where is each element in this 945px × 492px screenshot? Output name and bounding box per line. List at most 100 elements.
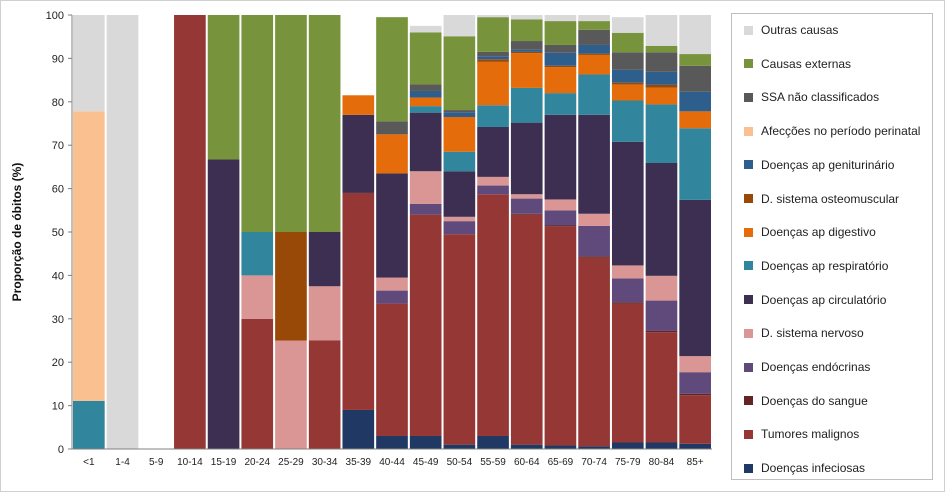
- y-tick-label: 40: [52, 270, 64, 282]
- bar-segment-16-9: [611, 69, 644, 83]
- bar-segment-17-1: [645, 332, 678, 443]
- x-tick-label: 75-79: [615, 457, 641, 468]
- bar-segment-12-5: [477, 126, 509, 177]
- bar-segment-16-0: [611, 442, 644, 449]
- bar-segment-9-7: [376, 134, 408, 174]
- x-tick-label: 15-19: [211, 457, 237, 468]
- legend-label: Doenças ap respiratório: [761, 258, 889, 273]
- bar-segment-5-1: [241, 318, 274, 449]
- bar-segment-18-12: [679, 54, 711, 66]
- bar-segment-17-4: [645, 275, 678, 301]
- bar-segment-16-1: [611, 303, 644, 443]
- bar-segment-16-12: [611, 32, 644, 53]
- legend-item: Doenças ap circulatório: [732, 289, 886, 311]
- x-tick-label: 25-29: [278, 457, 304, 468]
- bar-segment-11-9: [443, 112, 476, 117]
- bar-segment-5-12: [241, 15, 274, 232]
- x-tick-label: <1: [83, 457, 95, 468]
- bar-segment-9-5: [376, 173, 408, 278]
- bar-segment-10-7: [409, 97, 442, 107]
- legend-swatch: [744, 227, 753, 237]
- bar-segment-11-3: [443, 221, 476, 235]
- bar-segment-15-4: [578, 213, 610, 226]
- x-tick-label: 55-59: [480, 457, 506, 468]
- legend-label: D. sistema osteomuscular: [761, 191, 900, 206]
- bar-segment-15-12: [578, 21, 610, 30]
- bar-segment-16-7: [611, 84, 644, 101]
- bar-segment-8-0: [342, 409, 375, 449]
- bar-segment-18-4: [679, 356, 711, 373]
- bar-segment-3-1: [174, 15, 206, 449]
- bar-segment-12-13: [477, 15, 509, 18]
- legend-swatch: [744, 261, 753, 271]
- bar-segment-11-10: [443, 110, 476, 113]
- bar-segment-15-9: [578, 44, 610, 54]
- y-tick-label: 50: [52, 227, 64, 239]
- bar-segment-15-13: [578, 15, 610, 22]
- bar-segment-17-13: [645, 15, 678, 46]
- bar-segment-16-8: [611, 82, 644, 85]
- legend-swatch: [744, 92, 753, 102]
- bar-segment-10-13: [409, 25, 442, 33]
- bar-segment-15-3: [578, 225, 610, 257]
- legend-item: SSA não classificados: [732, 86, 879, 108]
- bar-segment-11-1: [443, 234, 476, 445]
- legend: Outras causas Causas externas SSA não clas…: [731, 13, 933, 480]
- bar-segment-0-6: [73, 400, 105, 449]
- y-tick-label: 10: [52, 401, 64, 413]
- y-tick-label: 80: [52, 97, 64, 109]
- bar-segment-16-13: [611, 17, 644, 33]
- bar-segment-17-7: [645, 87, 678, 105]
- legend-swatch: [744, 362, 753, 372]
- bar-segment-14-3: [544, 210, 577, 226]
- x-tick-label: 30-34: [312, 457, 338, 468]
- legend-item: Afecções no período perinatal: [732, 120, 920, 142]
- bar-segment-15-8: [578, 53, 610, 55]
- legend-swatch: [744, 463, 753, 473]
- bars-group: [73, 15, 711, 449]
- bar-segment-6-4: [275, 340, 307, 449]
- bar-segment-9-0: [376, 435, 408, 449]
- bar-segment-18-3: [679, 372, 711, 394]
- bar-segment-13-1: [510, 214, 543, 445]
- y-tick-label: 100: [46, 10, 64, 22]
- legend-label: Afecções no período perinatal: [761, 124, 921, 139]
- x-tick-label: 10-14: [177, 457, 203, 468]
- legend-item: Doenças ap respiratório: [732, 255, 888, 277]
- bar-segment-1-13: [106, 15, 139, 449]
- bar-segment-7-5: [308, 232, 341, 287]
- legend-label: Doenças infeciosas: [761, 461, 866, 476]
- x-tick-label: 50-54: [447, 457, 473, 468]
- legend-swatch: [744, 429, 753, 439]
- x-tick-label: 20-24: [244, 457, 270, 468]
- bar-segment-6-12: [275, 15, 307, 232]
- bar-segment-15-7: [578, 54, 610, 75]
- bar-segment-10-10: [409, 84, 442, 91]
- bar-segment-14-10: [544, 44, 577, 53]
- bar-segment-9-10: [376, 121, 408, 135]
- bar-segment-14-12: [544, 21, 577, 45]
- bar-segment-4-12: [207, 15, 240, 160]
- legend-swatch: [744, 126, 753, 136]
- x-tick-label: 35-39: [346, 457, 372, 468]
- legend-label: Doenças ap digestivo: [761, 225, 876, 240]
- bar-segment-18-13: [679, 15, 711, 55]
- bar-segment-7-1: [308, 340, 341, 449]
- y-axis-label: Proporção de óbitos (%): [10, 163, 24, 302]
- bar-segment-13-0: [510, 444, 543, 449]
- bar-segment-11-13: [443, 15, 476, 37]
- bar-segment-0-11: [73, 111, 105, 401]
- legend-item: Doenças ap digestivo: [732, 221, 876, 243]
- bar-segment-13-3: [510, 198, 543, 214]
- y-tick-label: 90: [52, 53, 64, 65]
- bar-segment-14-6: [544, 93, 577, 115]
- bar-segment-15-1: [578, 257, 610, 447]
- legend-label: Outras causas: [761, 23, 839, 37]
- bar-segment-12-0: [477, 435, 509, 449]
- legend-swatch: [744, 328, 753, 338]
- bar-segment-6-8: [275, 232, 307, 341]
- legend-item: D. sistema nervoso: [732, 322, 864, 344]
- bar-segment-16-4: [611, 265, 644, 279]
- legend-swatch: [744, 295, 753, 305]
- bar-segment-7-12: [308, 15, 341, 232]
